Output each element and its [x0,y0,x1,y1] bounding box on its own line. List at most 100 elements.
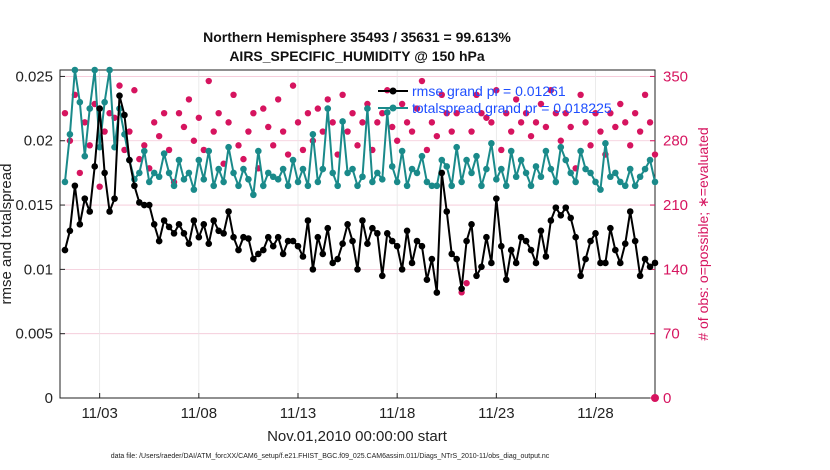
rmse-point [190,217,198,224]
rmse-point [220,230,227,237]
obs-count-point [284,151,292,158]
obs-count-point [364,100,371,108]
x-tick-label: 11/23 [478,405,514,422]
obs-count-point [265,123,272,131]
rmse-point [215,227,222,235]
rmse-point [180,230,188,237]
y-axis-label: rmse and totalspread [0,164,15,305]
totalspread-point [324,105,332,112]
obs-count-point [393,137,401,144]
rmse-point [121,111,128,119]
rmse-point [255,250,262,258]
obs-count-point [483,114,490,121]
chart-title: Northern Hemisphere 35493 / 35631 = 99.6… [203,29,511,45]
rmse-point [507,246,515,254]
rmse-point [200,221,208,228]
totalspread-point [329,169,337,177]
totalspread-point [289,156,297,164]
obs-count-point [532,119,540,126]
obs-count-point [582,119,589,126]
obs-count-point [101,128,108,135]
totalspread-point [502,182,510,190]
totalspread-point [572,178,579,186]
rmse-point [289,237,297,245]
rmse-point [126,156,133,164]
obs-count-point [185,96,193,103]
totalspread-point [220,178,227,186]
totalspread-point [443,163,451,170]
obs-count-point [592,109,599,117]
obs-count-point [379,109,386,117]
obs-count-point [503,109,510,117]
obs-count-point [443,109,450,117]
rmse-point [170,230,178,237]
rmse-point [269,242,277,250]
rmse-point [339,240,346,247]
y2-axis-label: # of obs: o=possible; ∗=evaluated [695,127,711,340]
totalspread-point [230,169,237,177]
totalspread-point [225,143,232,151]
totalspread-point [473,152,480,160]
rmse-point [438,169,446,177]
totalspread-point [468,169,475,177]
totalspread-point [195,156,203,164]
obs-count-point [319,128,326,135]
obs-count-point [289,82,297,89]
obs-count-point [413,105,421,112]
rmse-point [547,217,555,224]
obs-count-point [160,109,168,117]
rmse-point [572,233,579,241]
rmse-point [354,266,361,273]
totalspread-point [448,182,456,190]
rmse-point [636,272,644,280]
obs-count-point [641,91,649,99]
totalspread-point [140,147,148,155]
rmse-point [388,237,396,245]
obs-count-point [622,119,629,126]
totalspread-point [552,178,560,186]
obs-count-point [86,142,93,149]
obs-count-point [61,109,69,117]
obs-count-point [631,109,639,117]
rmse-point [607,224,614,232]
totalspread-point [274,176,282,183]
obs-count-point [180,123,188,131]
obs-count-point [81,119,88,126]
obs-count-series [61,77,659,402]
footnote: data file: /Users/raeder/DAI/ATM_forcXX/… [111,453,550,460]
rmse-point [116,92,123,100]
obs-count-point [607,109,614,117]
obs-count-point [121,146,128,154]
totalspread-point [165,169,173,177]
obs-count-point [463,279,470,287]
totalspread-point [235,182,242,190]
rmse-point [111,195,118,202]
totalspread-point [458,178,465,186]
totalspread-point [259,182,267,190]
rmse-point [235,246,242,254]
obs-count-point [597,128,604,135]
rmse-point [324,224,332,232]
obs-count-point [537,100,545,108]
obs-count-point [577,91,584,99]
totalspread-point [621,182,629,190]
rmse-point [374,230,381,237]
rmse-point [160,217,168,224]
rmse-point [587,237,594,245]
totalspread-point [488,140,495,147]
rmse-point [423,276,431,283]
legend-spread-marker [389,104,397,112]
obs-count-point [542,123,550,131]
totalspread-point [433,182,441,190]
rmse-point [602,259,609,267]
totalspread-point [398,147,406,155]
totalspread-point [413,169,421,177]
rmse-point [225,208,232,215]
rmse-point [651,259,659,267]
obs-count-point [131,87,138,94]
obs-count-point [527,132,535,140]
rmse-point [453,255,460,263]
totalspread-point [423,178,431,186]
totalspread-point [359,173,366,181]
